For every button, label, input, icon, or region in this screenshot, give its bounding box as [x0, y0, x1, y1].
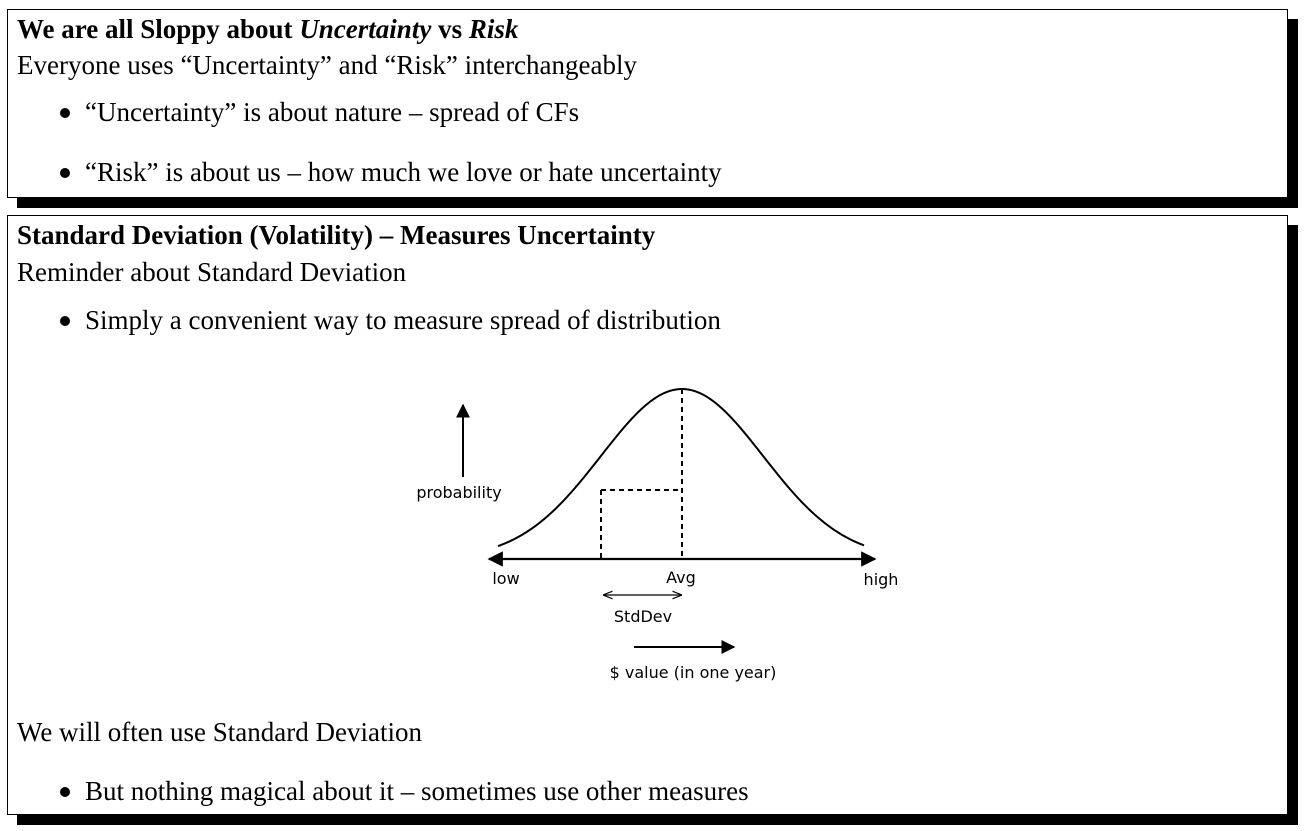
bell-curve: [497, 387, 865, 548]
y-axis-label: probability: [416, 483, 501, 502]
bullet-dot-icon: [60, 167, 70, 178]
bullet-dot-icon: [60, 786, 70, 797]
block-title: Standard Deviation (Volatility) – Measur…: [17, 220, 656, 250]
block-outro: We will often use Standard Deviation: [17, 717, 422, 747]
title-prefix: We are all Sloppy about: [17, 14, 300, 44]
title-emphasis-uncertainty: Uncertainty: [299, 14, 432, 44]
bullet-dot-icon: [60, 315, 70, 326]
bullet-item: Simply a convenient way to measure sprea…: [60, 305, 721, 336]
bullet-item: “Uncertainty” is about nature – spread o…: [60, 97, 579, 128]
bullet-text: Simply a convenient way to measure sprea…: [85, 305, 721, 335]
high-label: high: [864, 570, 899, 589]
title-mid: vs: [431, 14, 469, 44]
bullet-item: But nothing magical about it – sometimes…: [60, 776, 749, 807]
x-axis-label: $ value (in one year): [610, 663, 777, 682]
bullet-text: “Uncertainty” is about nature – spread o…: [85, 97, 580, 127]
bullet-text: But nothing magical about it – sometimes…: [85, 776, 749, 806]
bullet-text: “Risk” is about us – how much we love or…: [85, 157, 722, 187]
block-intro: Everyone uses “Uncertainty” and “Risk” i…: [17, 50, 637, 80]
title-emphasis-risk: Risk: [468, 14, 519, 44]
block-intro: Reminder about Standard Deviation: [17, 257, 407, 287]
block-title: We are all Sloppy about Uncertainty vs R…: [17, 14, 518, 45]
slide-block-sloppy: We are all Sloppy about Uncertainty vs R…: [7, 9, 1288, 198]
low-label: low: [492, 569, 519, 588]
bullet-item: “Risk” is about us – how much we love or…: [60, 157, 722, 188]
slide-block-stddev: Standard Deviation (Volatility) – Measur…: [7, 215, 1288, 815]
avg-label: Avg: [666, 568, 696, 587]
normal-distribution-diagram: probability low Avg high StdDev $ value …: [416, 387, 899, 682]
stddev-label: StdDev: [614, 607, 672, 626]
bullet-dot-icon: [60, 107, 70, 118]
